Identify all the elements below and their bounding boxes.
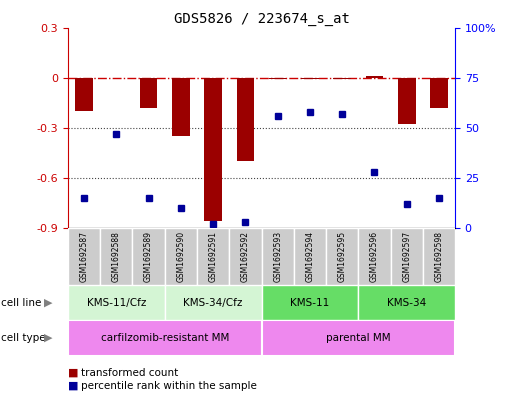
Bar: [132, 228, 165, 285]
Bar: [358, 285, 455, 320]
Bar: [262, 228, 294, 285]
Bar: [262, 320, 455, 356]
Bar: [75, 78, 93, 111]
Text: GSM1692589: GSM1692589: [144, 231, 153, 282]
Bar: [398, 78, 415, 125]
Text: GSM1692597: GSM1692597: [402, 231, 411, 282]
Text: GSM1692596: GSM1692596: [370, 231, 379, 282]
Bar: [301, 78, 319, 79]
Text: GSM1692587: GSM1692587: [79, 231, 88, 282]
Text: KMS-34/Cfz: KMS-34/Cfz: [184, 298, 243, 308]
Text: GSM1692590: GSM1692590: [176, 231, 185, 282]
Bar: [140, 78, 157, 108]
Bar: [165, 228, 197, 285]
Bar: [172, 78, 190, 136]
Bar: [423, 228, 455, 285]
Bar: [366, 76, 383, 78]
Text: KMS-11: KMS-11: [290, 298, 329, 308]
Text: GSM1692592: GSM1692592: [241, 231, 250, 282]
Text: percentile rank within the sample: percentile rank within the sample: [81, 381, 257, 391]
Bar: [262, 285, 358, 320]
Text: GSM1692588: GSM1692588: [112, 231, 121, 282]
Text: cell type: cell type: [1, 333, 46, 343]
Text: ▶: ▶: [44, 298, 52, 308]
Text: GSM1692591: GSM1692591: [209, 231, 218, 282]
Text: KMS-34: KMS-34: [387, 298, 426, 308]
Bar: [68, 285, 165, 320]
Text: parental MM: parental MM: [326, 333, 391, 343]
Text: transformed count: transformed count: [81, 367, 178, 378]
Text: GSM1692594: GSM1692594: [305, 231, 314, 282]
Text: GDS5826 / 223674_s_at: GDS5826 / 223674_s_at: [174, 12, 349, 26]
Bar: [165, 285, 262, 320]
Text: GSM1692593: GSM1692593: [273, 231, 282, 282]
Bar: [358, 228, 391, 285]
Bar: [430, 78, 448, 108]
Bar: [333, 78, 351, 79]
Text: KMS-11/Cfz: KMS-11/Cfz: [87, 298, 146, 308]
Text: carfilzomib-resistant MM: carfilzomib-resistant MM: [100, 333, 229, 343]
Bar: [391, 228, 423, 285]
Text: GSM1692595: GSM1692595: [338, 231, 347, 282]
Bar: [294, 228, 326, 285]
Text: GSM1692598: GSM1692598: [435, 231, 444, 282]
Bar: [204, 78, 222, 221]
Text: ■: ■: [68, 381, 78, 391]
Text: ▶: ▶: [44, 333, 52, 343]
Bar: [269, 78, 287, 79]
Text: cell line: cell line: [1, 298, 41, 308]
Bar: [197, 228, 229, 285]
Bar: [68, 228, 100, 285]
Bar: [236, 78, 254, 161]
Bar: [100, 228, 132, 285]
Bar: [229, 228, 262, 285]
Bar: [326, 228, 358, 285]
Text: ■: ■: [68, 367, 78, 378]
Bar: [68, 320, 262, 356]
